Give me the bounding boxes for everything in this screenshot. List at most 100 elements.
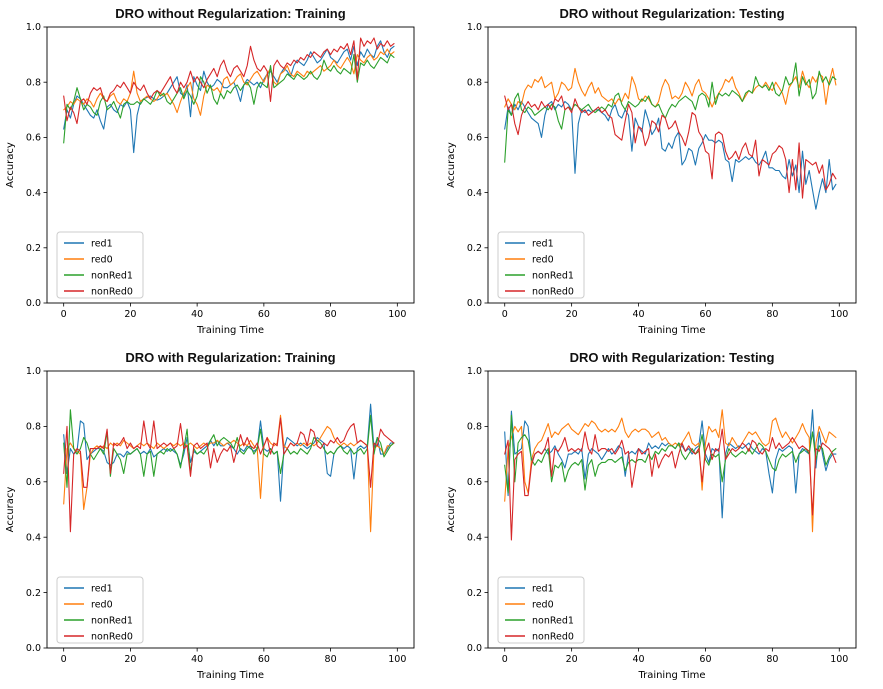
x-axis-label: Training Time [637, 325, 705, 336]
y-tick-label: 0.0 [26, 298, 41, 309]
x-tick-label: 60 [258, 309, 270, 320]
axes-frame [46, 26, 415, 304]
y-tick-label: 0.8 [467, 422, 482, 433]
y-tick-label: 1.0 [467, 366, 482, 377]
y-tick-label: 0.2 [26, 588, 41, 599]
legend-label-nonRed0: nonRed0 [532, 631, 574, 642]
y-axis-label: Accuracy [5, 142, 16, 188]
legend-label-red1: red1 [91, 583, 113, 594]
y-tick-label: 1.0 [467, 22, 482, 33]
y-tick-label: 0.8 [26, 77, 41, 88]
x-tick-label: 0 [502, 309, 508, 320]
series-line-red1 [63, 40, 395, 154]
x-tick-label: 40 [632, 654, 644, 665]
legend-label-nonRed0: nonRed0 [91, 286, 133, 297]
x-tick-label: 60 [699, 654, 711, 665]
y-tick-label: 0.8 [467, 77, 482, 88]
series-line-nonRed1 [63, 54, 395, 144]
y-tick-label: 0.2 [26, 243, 41, 254]
axes-frame [487, 370, 857, 649]
chart-title: DRO with Regularization: Training [125, 350, 335, 365]
series-line-red0 [63, 48, 395, 116]
y-axis-label: Accuracy [446, 142, 457, 188]
legend-label-red0: red0 [532, 599, 554, 610]
y-tick-label: 1.0 [26, 22, 41, 33]
legend-box [497, 231, 585, 299]
x-tick-label: 100 [388, 309, 406, 320]
legend-label-nonRed1: nonRed1 [532, 270, 574, 281]
series-line-nonRed0 [63, 417, 395, 533]
x-tick-label: 40 [191, 309, 203, 320]
y-tick-label: 0.0 [467, 643, 482, 654]
chart-dro-with-regularization-training: 0 20 40 60 80 100 0.0 0.2 0.4 0.6 0.8 1.0 DRO with R… [0, 344, 441, 689]
x-tick-label: 40 [632, 309, 644, 320]
chart-dro-without-regularization-testing: 0 20 40 60 80 100 0.0 0.2 0.4 0.6 0.8 1.0 DRO withou… [441, 0, 883, 344]
series-line-nonRed1 [504, 62, 837, 163]
y-tick-label: 0.4 [26, 532, 41, 543]
series-line-red0 [504, 67, 837, 111]
x-tick-label: 100 [388, 654, 406, 665]
legend-label-red1: red1 [532, 238, 554, 249]
x-tick-label: 80 [766, 654, 778, 665]
chart-dro-with-regularization-testing: 0 20 40 60 80 100 0.0 0.2 0.4 0.6 0.8 1.0 DRO with R… [441, 344, 883, 689]
y-axis-label: Accuracy [446, 487, 457, 533]
legend-box [56, 576, 144, 644]
y-tick-label: 0.8 [26, 422, 41, 433]
x-tick-label: 80 [325, 654, 337, 665]
legend-label-red0: red0 [91, 599, 113, 610]
legend-label-nonRed1: nonRed1 [532, 615, 574, 626]
x-axis-label: Training Time [637, 670, 705, 681]
chart-title: DRO without Regularization: Testing [559, 6, 784, 21]
legend-box [497, 576, 585, 644]
x-tick-label: 0 [61, 654, 67, 665]
x-tick-label: 0 [502, 654, 508, 665]
x-tick-label: 20 [124, 309, 136, 320]
series-line-red0 [504, 409, 837, 533]
y-tick-label: 0.0 [26, 643, 41, 654]
series-line-nonRed0 [63, 37, 395, 125]
x-axis-label: Training Time [196, 670, 264, 681]
legend-label-red1: red1 [91, 238, 113, 249]
x-tick-label: 20 [566, 309, 578, 320]
legend-box [56, 231, 144, 299]
series-line-nonRed1 [63, 409, 395, 488]
x-tick-label: 60 [699, 309, 711, 320]
legend-label-nonRed0: nonRed0 [91, 631, 133, 642]
y-tick-label: 0.2 [467, 588, 482, 599]
x-axis-label: Training Time [196, 325, 264, 336]
x-tick-label: 0 [61, 309, 67, 320]
x-tick-label: 100 [830, 309, 848, 320]
y-tick-label: 0.4 [26, 188, 41, 199]
y-tick-label: 0.6 [26, 133, 41, 144]
chart-title: DRO with Regularization: Testing [570, 350, 775, 365]
x-tick-label: 60 [258, 654, 270, 665]
y-axis-label: Accuracy [5, 487, 16, 533]
y-tick-label: 0.6 [26, 477, 41, 488]
legend-label-nonRed1: nonRed1 [91, 270, 133, 281]
y-tick-label: 0.4 [467, 532, 482, 543]
x-tick-label: 100 [830, 654, 848, 665]
chart-dro-without-regularization-training: 0 20 40 60 80 100 0.0 0.2 0.4 0.6 0.8 1.0 DRO withou… [0, 0, 441, 344]
x-tick-label: 20 [566, 654, 578, 665]
y-tick-label: 0.2 [467, 243, 482, 254]
y-tick-label: 0.4 [467, 188, 482, 199]
y-tick-label: 0.6 [467, 477, 482, 488]
x-tick-label: 40 [191, 654, 203, 665]
x-tick-label: 80 [325, 309, 337, 320]
series-line-nonRed0 [504, 428, 837, 541]
axes-frame [46, 370, 415, 649]
legend-label-red0: red0 [532, 254, 554, 265]
legend-label-nonRed0: nonRed0 [532, 286, 574, 297]
legend-label-nonRed1: nonRed1 [91, 615, 133, 626]
x-tick-label: 80 [766, 309, 778, 320]
legend-label-red1: red1 [532, 583, 554, 594]
y-tick-label: 1.0 [26, 366, 41, 377]
series-line-nonRed0 [504, 95, 837, 199]
chart-title: DRO without Regularization: Training [115, 6, 345, 21]
x-tick-label: 20 [124, 654, 136, 665]
series-line-nonRed1 [504, 414, 837, 494]
series-line-red1 [504, 100, 837, 210]
y-tick-label: 0.6 [467, 133, 482, 144]
y-tick-label: 0.0 [467, 298, 482, 309]
